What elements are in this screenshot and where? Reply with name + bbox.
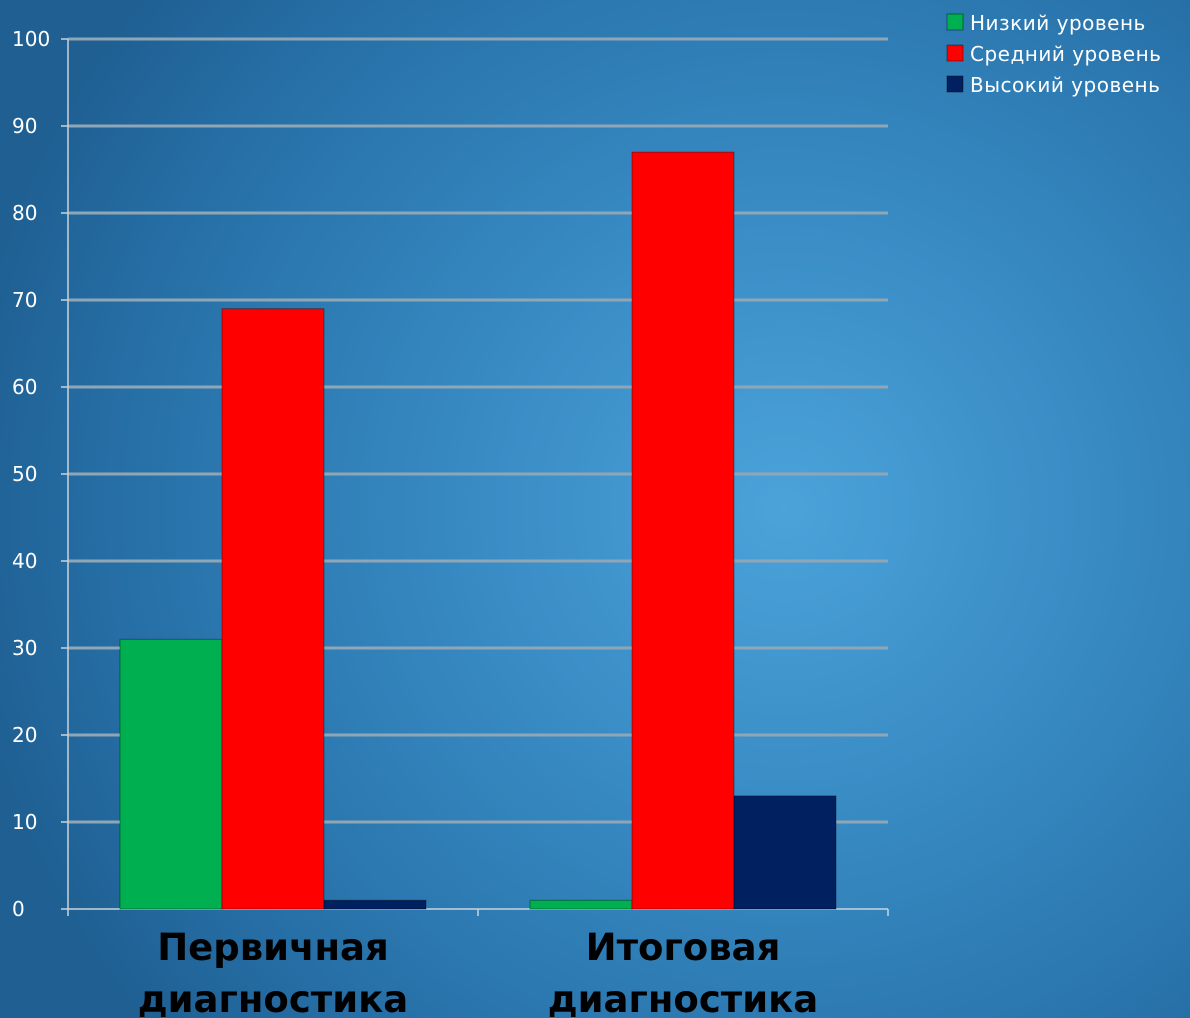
y-tick-label: 80 <box>12 201 37 225</box>
bar-3-category-2 <box>733 795 837 910</box>
legend-swatch <box>946 75 964 93</box>
bars <box>119 151 837 910</box>
legend-label: Средний уровень <box>970 42 1161 66</box>
y-tick-label: 40 <box>12 549 37 573</box>
x-axis-category-labels: Первичная диагностика Итоговая диагностика <box>138 926 818 1018</box>
bar-1-category-1 <box>119 638 223 910</box>
legend-label: Высокий уровень <box>970 73 1160 97</box>
y-tick-label: 10 <box>12 810 37 834</box>
y-tick-label: 100 <box>12 27 50 51</box>
bar-2-category-2 <box>631 151 735 910</box>
legend: Низкий уровень Средний уровень Высокий уро… <box>946 11 1161 97</box>
bar-1-category-2 <box>529 899 633 910</box>
category-label-line: диагностика <box>548 978 818 1018</box>
y-tick-label: 20 <box>12 723 37 747</box>
category-label-line: диагностика <box>138 978 408 1018</box>
legend-swatch <box>946 44 964 62</box>
y-axis-tick-labels: 0 10 20 30 40 50 60 70 80 90 100 <box>12 27 50 921</box>
category-label-line: Итоговая <box>586 926 781 969</box>
y-tick-label: 50 <box>12 462 37 486</box>
y-tick-label: 0 <box>12 897 25 921</box>
category-label-line: Первичная <box>157 926 389 969</box>
legend-label: Низкий уровень <box>970 11 1146 35</box>
bar-3-category-1 <box>323 899 427 910</box>
y-tick-label: 90 <box>12 114 37 138</box>
legend-swatch <box>946 13 964 31</box>
y-tick-label: 70 <box>12 288 37 312</box>
y-tick-label: 30 <box>12 636 37 660</box>
y-tick-label: 60 <box>12 375 37 399</box>
bar-2-category-1 <box>221 308 325 910</box>
